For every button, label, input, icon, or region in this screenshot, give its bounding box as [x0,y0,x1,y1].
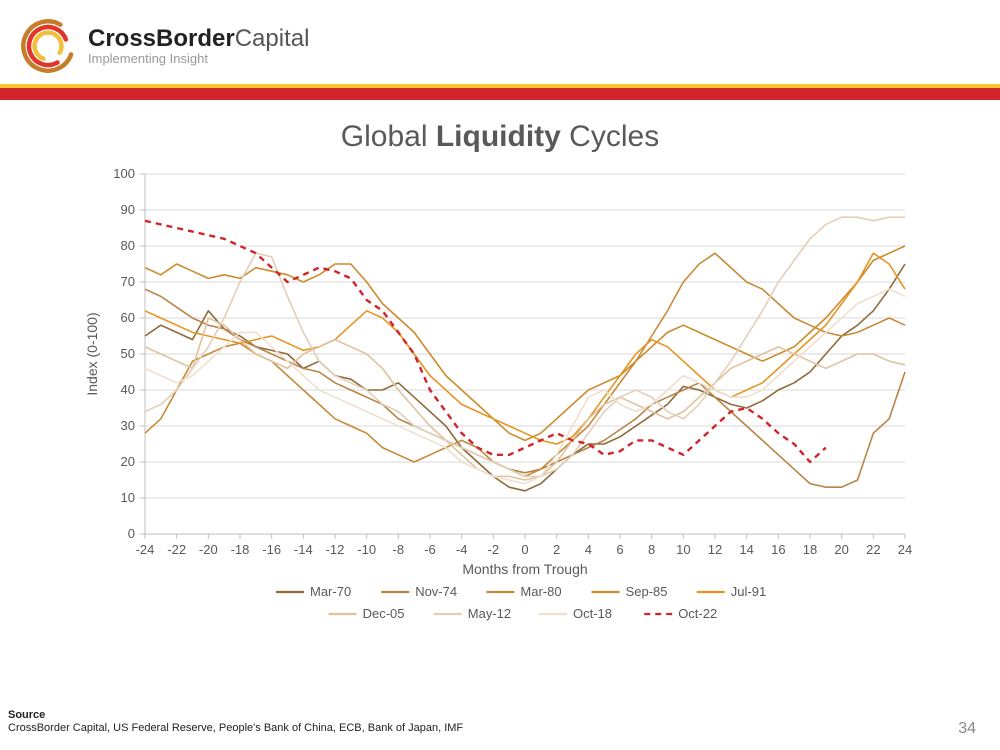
svg-text:70: 70 [121,274,135,289]
svg-text:90: 90 [121,202,135,217]
svg-text:6: 6 [616,542,623,557]
series-Nov-74 [145,289,905,487]
svg-text:-18: -18 [231,542,250,557]
source-footer: Source CrossBorder Capital, US Federal R… [8,709,463,737]
svg-text:4: 4 [585,542,592,557]
accent-divider [0,84,1000,100]
chart-title-em: Liquidity [436,120,561,153]
legend-label: Mar-80 [520,584,561,599]
svg-text:20: 20 [834,542,848,557]
legend-label: Sep-85 [626,584,668,599]
svg-text:10: 10 [676,542,690,557]
chart-title-post: Cycles [561,120,659,153]
legend-label: Dec-05 [363,606,405,621]
svg-text:Index (0-100): Index (0-100) [84,312,100,395]
legend-label: Mar-70 [310,584,351,599]
svg-text:16: 16 [771,542,785,557]
svg-text:8: 8 [648,542,655,557]
chart-title: Global Liquidity Cycles [60,120,940,154]
svg-text:20: 20 [121,454,135,469]
svg-text:14: 14 [739,542,753,557]
svg-text:-4: -4 [456,542,468,557]
source-label: Source [8,709,463,723]
chart-title-pre: Global [341,120,436,153]
brand-text: CrossBorderCapital Implementing Insight [88,26,309,67]
svg-text:80: 80 [121,238,135,253]
brand-name-light: Capital [235,25,310,52]
brand-tagline: Implementing Insight [88,52,309,66]
svg-text:12: 12 [708,542,722,557]
legend-label: Nov-74 [415,584,457,599]
brand-logo-icon [20,18,76,74]
svg-text:40: 40 [121,382,135,397]
page-number: 34 [958,720,976,738]
chart-area: Global Liquidity Cycles 0102030405060708… [0,100,1000,634]
svg-text:24: 24 [898,542,912,557]
svg-text:0: 0 [521,542,528,557]
brand-name-bold: CrossBorder [88,25,235,52]
legend-label: Jul-91 [731,584,766,599]
svg-text:-24: -24 [136,542,155,557]
svg-text:-2: -2 [488,542,500,557]
svg-text:-10: -10 [357,542,376,557]
svg-text:18: 18 [803,542,817,557]
series-Mar-70 [145,264,905,491]
svg-text:30: 30 [121,418,135,433]
series-Dec-05 [145,318,905,480]
legend-label: Oct-18 [573,606,612,621]
series-Sep-85 [145,246,905,440]
svg-text:22: 22 [866,542,880,557]
svg-text:Months from Trough: Months from Trough [462,561,587,577]
svg-text:-8: -8 [393,542,405,557]
svg-text:10: 10 [121,490,135,505]
liquidity-chart: 0102030405060708090100-24-22-20-18-16-14… [75,164,925,634]
brand-title: CrossBorderCapital [88,26,309,52]
legend-label: Oct-22 [678,606,717,621]
svg-text:50: 50 [121,346,135,361]
svg-text:0: 0 [128,526,135,541]
legend-label: May-12 [468,606,511,621]
source-text: CrossBorder Capital, US Federal Reserve,… [8,722,463,736]
svg-text:-6: -6 [424,542,436,557]
svg-text:-22: -22 [167,542,186,557]
svg-text:-20: -20 [199,542,218,557]
header: CrossBorderCapital Implementing Insight [0,0,1000,84]
svg-text:-16: -16 [262,542,281,557]
svg-text:2: 2 [553,542,560,557]
svg-text:100: 100 [113,166,135,181]
svg-text:60: 60 [121,310,135,325]
svg-text:-12: -12 [326,542,345,557]
svg-text:-14: -14 [294,542,313,557]
